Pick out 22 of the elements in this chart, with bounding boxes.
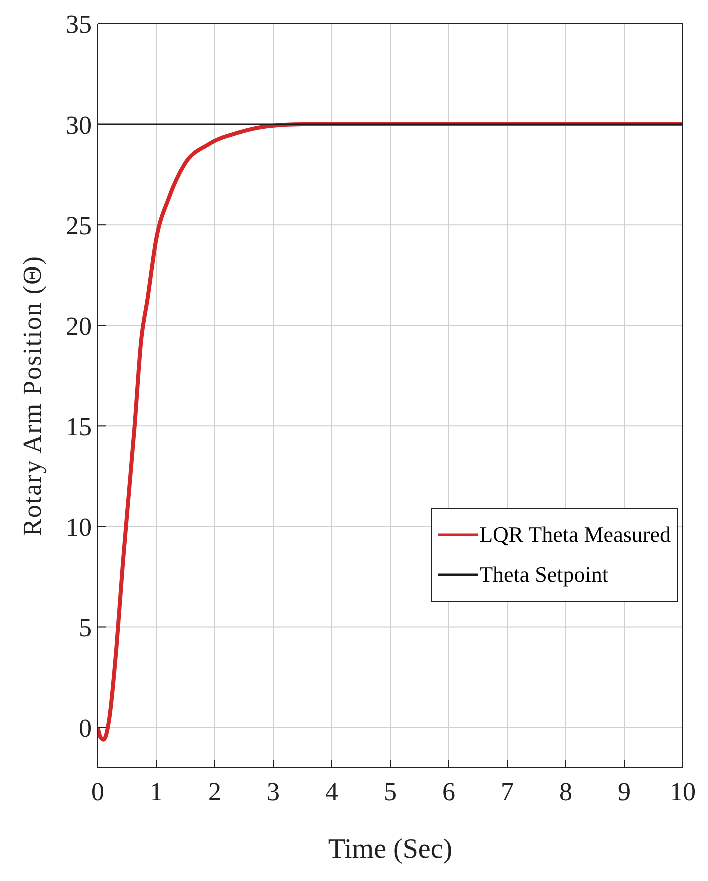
x-tick-label: 4 xyxy=(326,777,338,806)
x-tick-label: 6 xyxy=(442,777,456,806)
legend-label: LQR Theta Measured xyxy=(480,522,671,548)
x-tick-label: 1 xyxy=(150,777,163,806)
y-tick-label: 15 xyxy=(66,412,92,442)
legend-label: Theta Setpoint xyxy=(480,562,608,588)
y-tick-label: 25 xyxy=(66,211,92,240)
y-tick-label: 35 xyxy=(66,10,92,40)
y-tick-label: 0 xyxy=(79,714,92,744)
y-tick-label: 20 xyxy=(66,312,92,341)
x-tick-label: 7 xyxy=(501,777,514,806)
x-tick-label: 2 xyxy=(208,777,222,806)
x-tick-label: 8 xyxy=(560,777,572,806)
y-tick-label: 5 xyxy=(79,613,92,642)
x-tick-label: 10 xyxy=(670,777,696,806)
x-tick-label: 9 xyxy=(618,777,631,806)
y-axis-title: Rotary Arm Position (Θ) xyxy=(18,256,48,536)
y-tick-label: 30 xyxy=(66,110,92,140)
x-tick-label: 5 xyxy=(384,777,397,806)
x-tick-label: 3 xyxy=(267,777,280,806)
x-axis-title: Time (Sec) xyxy=(328,834,453,865)
y-tick-label: 10 xyxy=(66,512,92,542)
